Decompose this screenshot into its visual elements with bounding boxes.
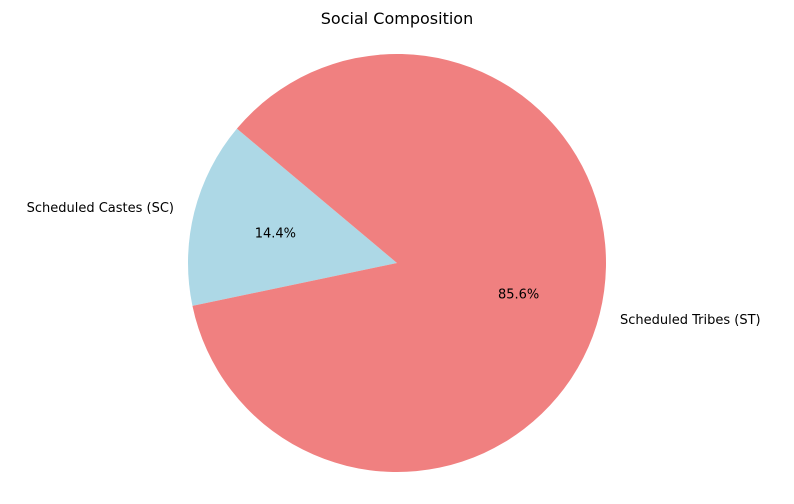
chart-title: Social Composition [321,9,473,28]
pie-slice-sc [187,128,397,306]
slice-percent-sc: 14.4% [255,226,296,241]
slice-label-st: Scheduled Tribes (ST) [620,313,761,328]
pie-slice-st [192,54,607,472]
slice-percent-st: 85.6% [498,288,539,303]
pie-slices [187,54,607,472]
slice-label-sc: Scheduled Castes (SC) [27,201,174,216]
pie-labels: Scheduled Castes (SC) 14.4% Scheduled Trib… [27,201,761,328]
